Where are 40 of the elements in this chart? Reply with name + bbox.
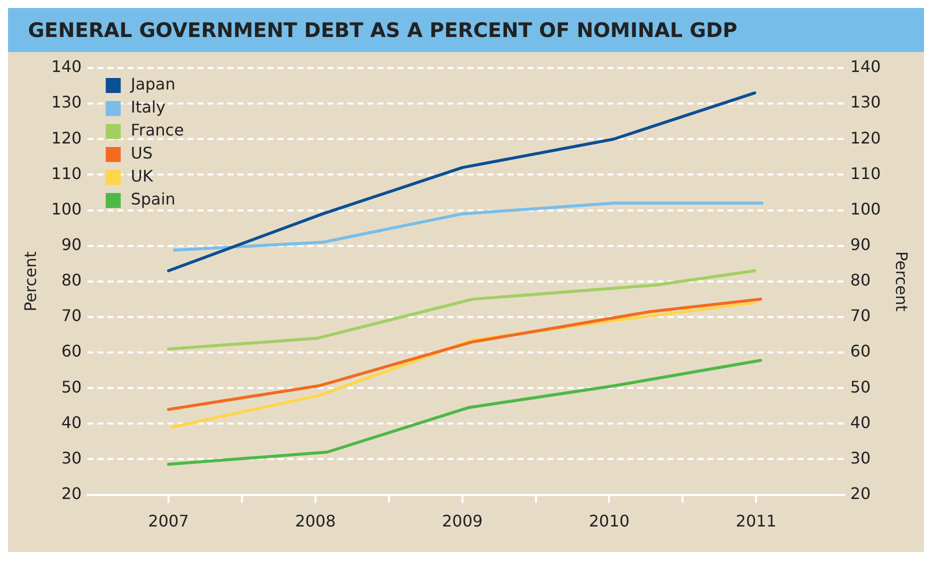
legend-label: Japan — [130, 74, 176, 94]
y-tick-label: 140 — [51, 57, 82, 76]
y2-tick-label: 30 — [850, 448, 871, 468]
y2-tick-label: 140 — [850, 57, 881, 76]
legend-label: UK — [130, 166, 154, 186]
legend-label: France — [130, 120, 184, 140]
legend-label: Spain — [130, 190, 176, 209]
y2-tick-label: 110 — [850, 164, 881, 183]
y-tick-label: 100 — [51, 199, 82, 218]
y-tick-label: 110 — [51, 164, 82, 183]
y2-axis-title: Percent — [892, 251, 912, 312]
legend-label: US — [130, 144, 153, 163]
x-tick-label: 2010 — [588, 512, 630, 531]
x-tick-label: 2008 — [295, 512, 336, 531]
chart-title: GENERAL GOVERNMENT DEBT AS A PERCENT OF NOMINAL GDP — [8, 8, 924, 52]
y2-tick-label: 60 — [850, 342, 871, 361]
y-axis-title: Percent — [20, 251, 40, 312]
y-tick-label: 70 — [61, 306, 82, 326]
y-tick-label: 20 — [61, 484, 82, 503]
y2-tick-label: 130 — [850, 92, 881, 112]
y-tick-label: 60 — [61, 342, 82, 361]
y-tick-label: 40 — [61, 412, 82, 432]
y-tick-label: 50 — [61, 377, 82, 396]
y2-tick-label: 90 — [850, 234, 871, 254]
y-tick-label: 130 — [51, 92, 82, 112]
y-tick-label: 30 — [61, 448, 82, 468]
y2-tick-label: 120 — [850, 128, 881, 148]
x-tick-label: 2009 — [442, 512, 483, 531]
y-tick-label: 90 — [61, 234, 82, 254]
y2-tick-label: 100 — [850, 199, 881, 218]
x-tick-label: 2007 — [148, 512, 189, 531]
x-tick-label: 2011 — [736, 512, 776, 531]
y2-tick-label: 50 — [850, 377, 871, 396]
y2-tick-label: 20 — [850, 484, 871, 503]
y-tick-label: 120 — [51, 128, 82, 148]
y2-tick-label: 40 — [850, 412, 871, 432]
y-tick-label: 80 — [61, 270, 82, 290]
y2-tick-label: 80 — [850, 270, 871, 290]
y2-tick-label: 70 — [850, 306, 871, 326]
legend-label: Italy — [130, 98, 166, 117]
